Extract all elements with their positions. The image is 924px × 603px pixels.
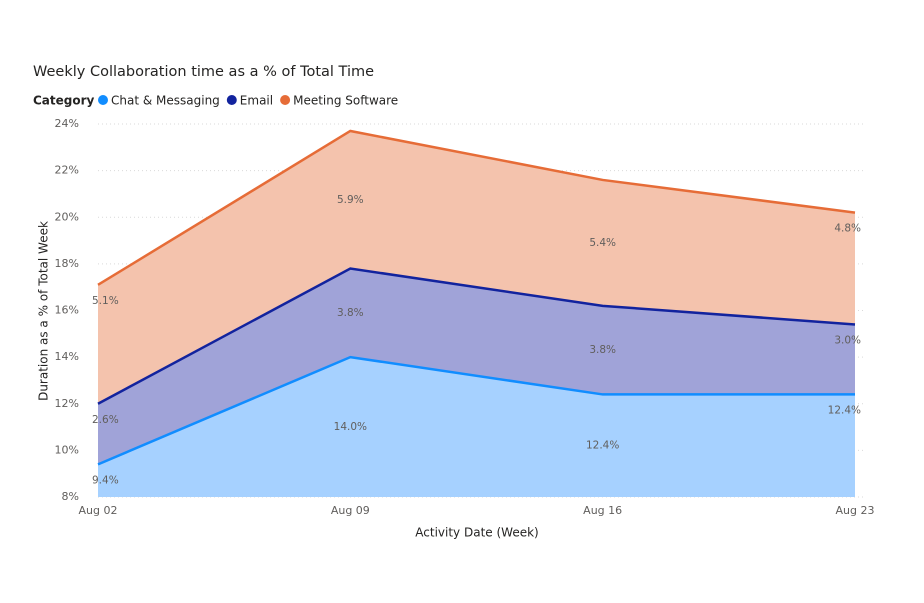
value-label: 5.4% xyxy=(589,237,616,249)
y-tick-label: 22% xyxy=(55,164,79,177)
line xyxy=(97,129,856,286)
y-tick-label: 18% xyxy=(55,257,79,270)
y-axis-title: Duration as a % of Total Week xyxy=(37,221,51,401)
legend-label: Email xyxy=(240,94,273,108)
value-label: 14.0% xyxy=(334,421,367,433)
x-tick-label: Aug 02 xyxy=(79,504,118,517)
value-label: 3.8% xyxy=(337,307,364,319)
value-label: 4.8% xyxy=(834,223,861,235)
y-tick-label: 20% xyxy=(55,210,79,223)
y-tick-label: 16% xyxy=(55,304,79,317)
value-label: 12.4% xyxy=(828,404,861,416)
line xyxy=(97,267,856,405)
x-tick-label: Aug 16 xyxy=(583,504,622,517)
x-tick-label: Aug 09 xyxy=(331,504,370,517)
y-tick-label: 12% xyxy=(55,397,79,410)
legend-label: Meeting Software xyxy=(293,94,398,108)
value-label: 9.4% xyxy=(92,474,119,486)
legend-marker xyxy=(280,95,291,105)
value-label: 3.8% xyxy=(589,344,616,356)
legend-marker xyxy=(98,95,108,105)
y-tick-label: 10% xyxy=(55,443,79,456)
y-tick-label: 14% xyxy=(55,350,79,363)
value-label: 12.4% xyxy=(586,440,619,452)
value-label: 2.6% xyxy=(92,414,119,426)
legend-marker xyxy=(226,95,237,105)
x-axis-title: Activity Date (Week) xyxy=(415,526,538,540)
area xyxy=(98,268,855,465)
value-label: 3.0% xyxy=(834,334,861,346)
x-tick-label: Aug 23 xyxy=(836,504,875,517)
area xyxy=(98,130,855,404)
line xyxy=(97,355,855,466)
y-tick-label: 24% xyxy=(55,117,79,130)
value-label: 5.1% xyxy=(92,295,119,307)
legend-label: Chat & Messaging xyxy=(111,94,220,108)
area xyxy=(98,357,855,497)
chart-title: Weekly Collaboration time as a % of Tota… xyxy=(33,64,374,80)
value-label: 5.9% xyxy=(337,194,364,206)
legend-title: Category xyxy=(33,94,95,108)
y-tick-label: 8% xyxy=(62,490,79,503)
